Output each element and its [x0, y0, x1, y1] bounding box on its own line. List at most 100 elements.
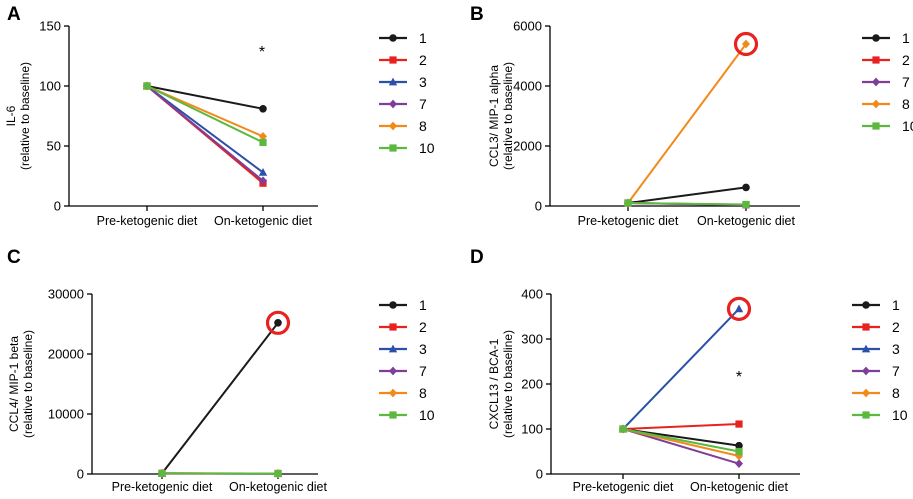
- x-tick-label: Pre-ketogenic diet: [578, 214, 679, 228]
- legend-label: 1: [892, 297, 900, 313]
- legend-marker: [389, 121, 397, 131]
- panel-d: D 0 100 200 300 400 Pre-ketogenic diet On-ketog…: [470, 247, 908, 494]
- data-point-2: [735, 420, 743, 428]
- legend-entry-8: 8: [379, 385, 427, 401]
- legend-label: 10: [892, 407, 908, 423]
- legend-entry-10: 10: [379, 407, 435, 423]
- y-axis-label-main: CXCL13 / BCA-1: [487, 338, 501, 429]
- legend-label: 2: [419, 319, 427, 335]
- legend-marker: [872, 122, 880, 130]
- series-line-7: [622, 428, 740, 465]
- x-tick-label: On-ketogenic diet: [214, 214, 313, 228]
- legend-entry-8: 8: [379, 118, 427, 134]
- y-tick-label: 4000: [513, 79, 542, 94]
- legend-entry-1: 1: [852, 297, 900, 313]
- legend-entry-3: 3: [852, 341, 900, 357]
- x-tick-label: On-ketogenic diet: [690, 480, 789, 494]
- y-axis-label-sub: (relative to baseline): [501, 330, 515, 438]
- legend-entry-2: 2: [852, 319, 900, 335]
- legend-marker: [389, 56, 397, 64]
- y-tick-label: 50: [47, 139, 61, 154]
- legend-entry-2: 2: [862, 52, 910, 68]
- y-axis-label-main: CCL3/ MIP-1 alpha: [487, 65, 501, 167]
- legend-label: 8: [902, 96, 910, 112]
- legend-label: 7: [892, 363, 900, 379]
- legend-marker: [872, 99, 880, 109]
- y-tick-label: 2000: [513, 139, 542, 154]
- legend-marker: [388, 77, 398, 86]
- y-tick-label: 400: [521, 287, 543, 302]
- legend-marker: [872, 77, 880, 87]
- x-tick-label: On-ketogenic diet: [229, 480, 328, 494]
- series-line-10: [146, 85, 264, 144]
- legend-marker: [389, 411, 397, 419]
- legend-marker: [861, 344, 871, 353]
- legend-marker: [389, 323, 397, 331]
- y-axis-label-sub: (relative to baseline): [21, 330, 35, 438]
- panel-a: A 0 50 100 150 Pre-ketogenic diet On-ketogenic…: [4, 4, 435, 228]
- y-axis-label-main: CCL4/ MIP-1 beta: [7, 336, 21, 432]
- series-line-1: [146, 85, 264, 110]
- legend-label: 10: [902, 118, 913, 134]
- legend-label: 2: [892, 319, 900, 335]
- legend-label: 7: [902, 74, 910, 90]
- x-tick-label: Pre-ketogenic diet: [573, 480, 674, 494]
- y-tick-label: 300: [521, 332, 543, 347]
- data-point-1: [735, 441, 743, 450]
- data-point-1: [742, 183, 750, 192]
- data-point-1: [274, 319, 282, 327]
- data-point-10: [274, 469, 282, 478]
- y-tick-label: 0: [77, 467, 84, 482]
- y-axis-label-main: IL-6: [4, 105, 18, 126]
- y-tick-label: 6000: [513, 19, 542, 34]
- panel-label: A: [7, 4, 21, 25]
- x-tick-label: Pre-ketogenic diet: [112, 480, 213, 494]
- y-tick-label: 100: [521, 422, 543, 437]
- y-tick-label: 150: [39, 19, 61, 34]
- legend-marker: [862, 388, 870, 398]
- panel-label: D: [470, 247, 484, 268]
- legend-label: 3: [419, 74, 427, 90]
- series-line-3: [622, 308, 740, 430]
- data-point-10: [742, 200, 750, 209]
- y-axis-label: IL-6(relative to baseline): [4, 62, 32, 170]
- legend-entry-8: 8: [852, 385, 900, 401]
- legend-entry-1: 1: [379, 297, 427, 313]
- legend-marker: [872, 56, 880, 64]
- data-point-8: [735, 451, 743, 461]
- data-point-10: [259, 138, 267, 146]
- legend-label: 1: [419, 30, 427, 46]
- legend-marker: [388, 344, 398, 353]
- legend-label: 8: [892, 385, 900, 401]
- legend-entry-10: 10: [852, 407, 908, 423]
- legend-marker: [389, 99, 397, 109]
- highlight-ring: [265, 310, 291, 335]
- highlight-ring: [733, 31, 759, 57]
- legend-marker: [389, 388, 397, 398]
- series-line-2: [622, 423, 740, 430]
- legend-label: 7: [419, 96, 427, 112]
- legend-entry-1: 1: [379, 30, 427, 46]
- data-point-7: [259, 176, 267, 186]
- y-axis-label: CCL3/ MIP-1 alpha(relative to baseline): [487, 62, 515, 170]
- series-line-7: [146, 85, 264, 182]
- data-point-8: [259, 132, 267, 141]
- legend-entry-3: 3: [379, 74, 427, 90]
- legend-entry-7: 7: [852, 363, 900, 379]
- legend-entry-7: 7: [379, 96, 427, 112]
- legend-entry-2: 2: [379, 52, 427, 68]
- series-line-3: [146, 85, 264, 174]
- y-tick-label: 30000: [48, 287, 84, 302]
- data-point-10: [619, 425, 627, 433]
- legend-marker: [862, 301, 870, 309]
- y-tick-label: 0: [535, 199, 542, 214]
- panel-label: B: [470, 4, 484, 25]
- y-axis-label-sub: (relative to baseline): [501, 62, 515, 170]
- y-tick-label: 10000: [48, 407, 84, 422]
- data-point-8: [742, 39, 750, 49]
- legend-label: 10: [419, 140, 435, 156]
- legend-marker: [862, 323, 870, 331]
- legend-entry-1: 1: [862, 30, 910, 46]
- panel-c: C 0 10000 20000 30000 Pre-ketogenic diet On-ke…: [7, 247, 435, 494]
